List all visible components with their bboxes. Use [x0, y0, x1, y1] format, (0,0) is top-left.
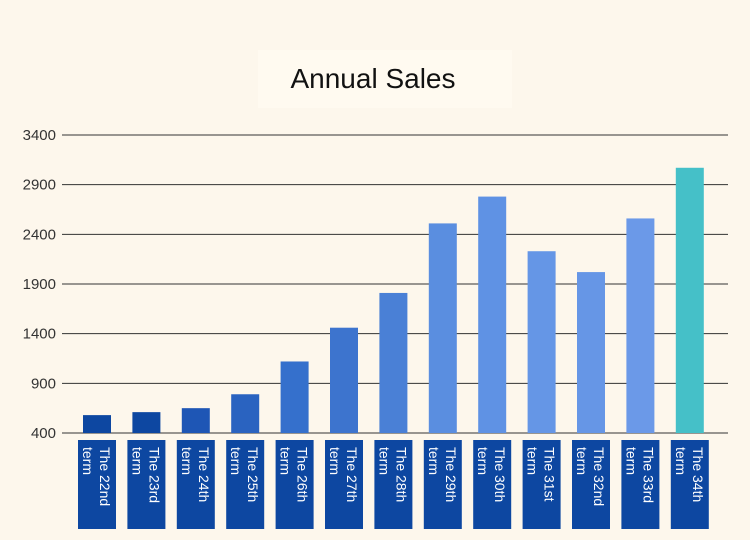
category-label-box	[423, 440, 462, 529]
y-tick-label: 1900	[23, 276, 56, 293]
bars	[83, 167, 704, 433]
category-label-line: The 27th	[344, 447, 360, 502]
y-tick-label: 900	[31, 375, 56, 392]
bar	[527, 251, 556, 433]
category-label-line: term	[129, 447, 145, 475]
category-label-box	[78, 440, 116, 529]
bar	[83, 415, 111, 433]
category-label-line: term	[179, 447, 195, 475]
category-label-line: The 26th	[295, 447, 311, 502]
category-label-line: The 33rd	[640, 447, 656, 503]
category-label-line: The 34th	[690, 447, 706, 502]
bar	[181, 408, 210, 433]
category-label-line: term	[673, 447, 689, 475]
category-label-box	[374, 440, 413, 529]
category-label-line: The 32nd	[591, 447, 607, 506]
category-label-line: term	[574, 447, 590, 475]
title-box	[258, 50, 512, 108]
y-tick-label: 1400	[23, 326, 56, 343]
category-label-line: The 30th	[492, 447, 508, 502]
chart-title: Annual Sales	[290, 63, 455, 94]
category-label-line: term	[623, 447, 639, 475]
bar	[577, 272, 605, 433]
category-label-line: term	[525, 447, 541, 475]
category-label-line: term	[80, 447, 96, 475]
category-label-line: term	[426, 447, 442, 475]
bar	[478, 196, 507, 433]
category-label-line: term	[278, 447, 294, 475]
bar	[626, 218, 655, 433]
category-label-box	[226, 440, 265, 529]
y-tick-label: 3400	[23, 127, 56, 144]
y-tick-label: 400	[31, 425, 56, 442]
y-axis-ticks: 400 900 1400 1900 2400 2900 3400	[23, 127, 56, 442]
category-label-line: term	[327, 447, 343, 475]
category-label-line: The 28th	[393, 447, 409, 502]
bar	[330, 327, 358, 433]
category-label-box	[670, 440, 709, 529]
category-label-box	[325, 440, 363, 529]
y-tick-label: 2900	[23, 177, 56, 194]
category-label-box	[572, 440, 610, 529]
category-label-line: The 25th	[245, 447, 261, 502]
bar	[231, 394, 260, 433]
bar	[675, 167, 704, 433]
bar	[132, 412, 161, 433]
category-label-line: term	[228, 447, 244, 475]
category-label-line: term	[475, 447, 491, 475]
category-label-line: The 31st	[542, 447, 558, 502]
bar	[379, 292, 408, 433]
category-label-line: The 23rd	[146, 447, 162, 503]
bar	[280, 361, 309, 433]
category-label-line: The 29th	[443, 447, 459, 502]
bar	[428, 223, 457, 433]
category-label-box	[522, 440, 561, 529]
category-label-box	[621, 440, 660, 529]
y-tick-label: 2400	[23, 226, 56, 243]
category-label-box	[275, 440, 314, 529]
category-label-box	[473, 440, 512, 529]
category-label-line: term	[376, 447, 392, 475]
category-label-box	[176, 440, 215, 529]
category-label-line: The 24th	[196, 447, 212, 502]
category-label-line: The 22nd	[97, 447, 113, 506]
category-label-box	[127, 440, 166, 529]
